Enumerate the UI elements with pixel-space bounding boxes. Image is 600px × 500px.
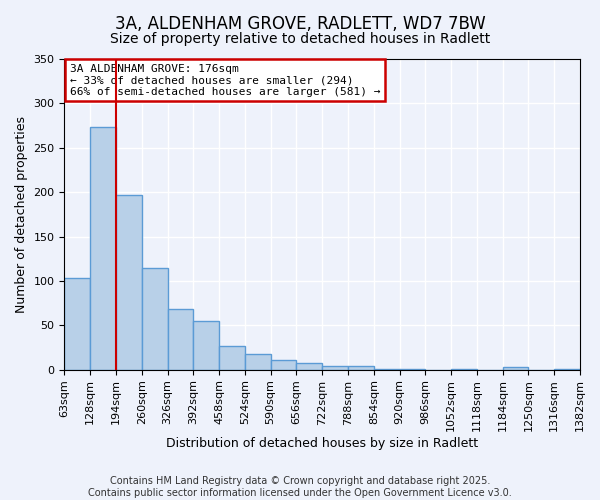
Bar <box>400 369 425 370</box>
Y-axis label: Number of detached properties: Number of detached properties <box>15 116 28 313</box>
Bar <box>374 369 400 370</box>
Bar <box>296 362 322 370</box>
Text: Contains HM Land Registry data © Crown copyright and database right 2025.
Contai: Contains HM Land Registry data © Crown c… <box>88 476 512 498</box>
Bar <box>116 195 142 370</box>
Text: Size of property relative to detached houses in Radlett: Size of property relative to detached ho… <box>110 32 490 46</box>
Text: 3A, ALDENHAM GROVE, RADLETT, WD7 7BW: 3A, ALDENHAM GROVE, RADLETT, WD7 7BW <box>115 15 485 33</box>
Bar <box>219 346 245 370</box>
Bar <box>554 369 580 370</box>
Bar <box>348 366 374 370</box>
Text: 3A ALDENHAM GROVE: 176sqm
← 33% of detached houses are smaller (294)
66% of semi: 3A ALDENHAM GROVE: 176sqm ← 33% of detac… <box>70 64 380 97</box>
Bar <box>451 369 477 370</box>
Bar <box>322 366 348 370</box>
Bar <box>167 310 193 370</box>
Bar <box>503 367 529 370</box>
Bar <box>193 321 219 370</box>
Bar <box>64 278 90 370</box>
Bar <box>90 128 116 370</box>
X-axis label: Distribution of detached houses by size in Radlett: Distribution of detached houses by size … <box>166 437 478 450</box>
Bar <box>245 354 271 370</box>
Bar <box>271 360 296 370</box>
Bar <box>142 268 167 370</box>
